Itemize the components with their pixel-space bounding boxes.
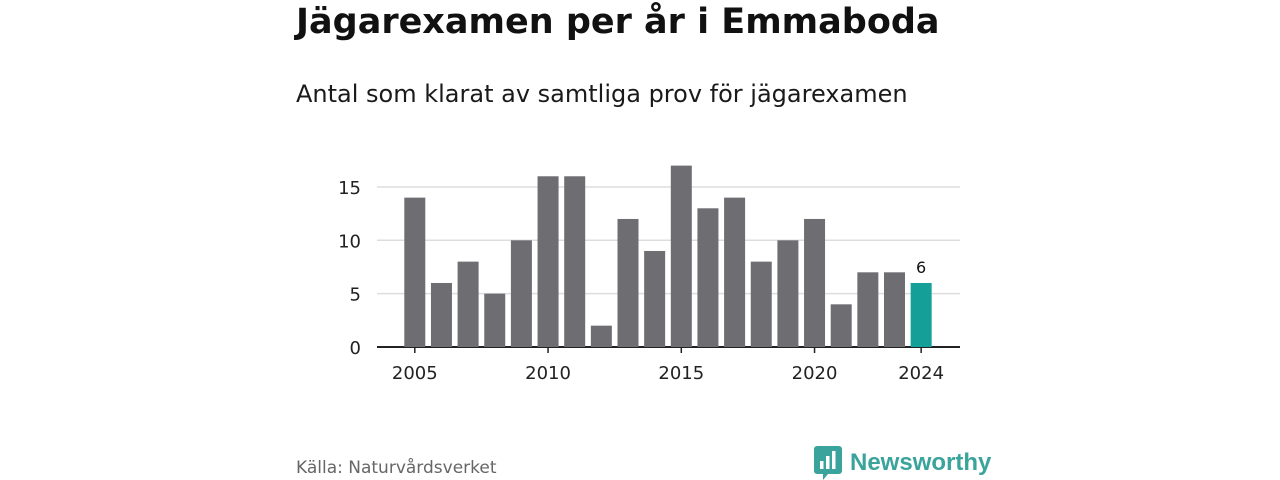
bar [430, 282, 452, 347]
bar [750, 261, 772, 347]
bar [857, 272, 879, 347]
y-tick-label: 10 [338, 231, 361, 252]
bar [884, 272, 905, 347]
bar [404, 197, 426, 347]
tick-labels: 0 5 10 15 6 2005 2010 2015 2020 2024 [338, 178, 944, 384]
bars [404, 165, 932, 347]
chart-title: Jägarexamen per år i Emmaboda [296, 2, 940, 42]
y-tick-label: 15 [338, 178, 361, 199]
bar-chart: 0 5 10 15 6 2005 2010 2015 2020 2024 [338, 165, 960, 384]
bar [537, 176, 559, 347]
bar [644, 250, 666, 347]
bar [777, 240, 799, 347]
bar [697, 208, 719, 347]
bar [564, 176, 586, 347]
x-tick-label: 2005 [392, 363, 438, 384]
x-tick-label: 2024 [898, 363, 944, 384]
bar [804, 218, 826, 347]
bar [670, 165, 692, 347]
bar [724, 197, 746, 347]
x-tick-label: 2010 [525, 363, 571, 384]
bar [617, 218, 639, 347]
bar [830, 304, 852, 347]
y-tick-label: 0 [350, 338, 361, 359]
x-tick-label: 2015 [658, 363, 704, 384]
brand-name: Newsworthy [850, 449, 992, 476]
bar [510, 240, 532, 347]
bar [484, 293, 506, 347]
data-label: 6 [916, 258, 926, 277]
bar [457, 261, 479, 347]
chart-subtitle: Antal som klarat av samtliga prov för jä… [296, 80, 908, 108]
chart-speech-bubble-icon [814, 446, 842, 480]
x-tick-label: 2020 [792, 363, 838, 384]
y-tick-label: 5 [350, 285, 361, 306]
brand-logo: Newsworthy [814, 446, 991, 480]
source-note: Källa: Naturvårdsverket [296, 458, 497, 478]
bar-highlight [910, 282, 932, 347]
bar [590, 325, 612, 347]
